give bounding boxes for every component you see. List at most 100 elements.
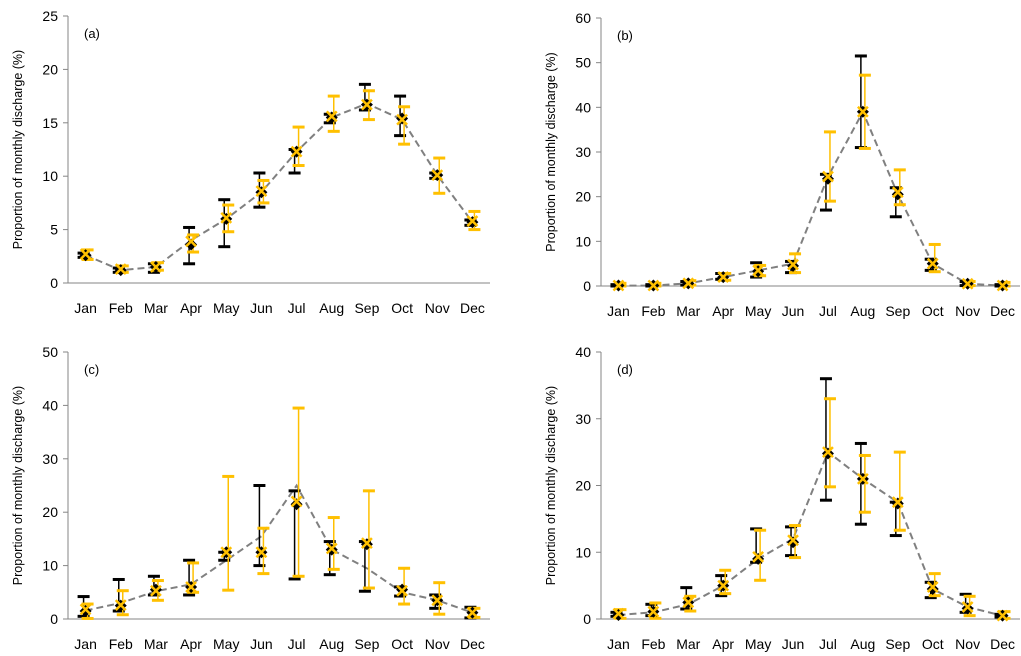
data-point (185, 238, 198, 251)
x-tick-label: Dec (990, 303, 1015, 319)
data-point (822, 170, 834, 183)
data-point (856, 105, 869, 118)
series-line (618, 450, 1003, 617)
x-tick-label: Feb (641, 303, 665, 319)
data-point (325, 542, 338, 555)
data-point (396, 584, 408, 597)
x-tick-label: Jul (288, 300, 306, 316)
data-point (466, 215, 479, 227)
y-tick-label: 40 (575, 344, 591, 360)
data-point (926, 581, 939, 593)
data-point (961, 601, 974, 613)
chart-panel-3: 0 10 20 30 40 50 Jan Feb Mar Apr May Jun Jul Aug Sep Oc… (11, 344, 490, 652)
x-tick-label: Feb (109, 636, 133, 652)
y-tick-label: 0 (50, 275, 58, 291)
data-point (220, 546, 233, 559)
x-tick-label: Nov (425, 300, 450, 316)
data-point (682, 596, 695, 609)
y-tick-label: 10 (42, 168, 58, 184)
x-tick-label: Jul (819, 303, 837, 319)
y-tick-label: 20 (42, 504, 58, 520)
y-tick-label: 15 (42, 115, 58, 131)
y-axis-label: Proportion of monthly discharge (%) (11, 386, 25, 585)
y-tick-label: 0 (583, 278, 591, 294)
y-tick-label: 0 (50, 611, 58, 627)
x-tick-label: Jun (250, 636, 273, 652)
panel-label: (d) (617, 362, 633, 377)
y-axis-label: Proportion of monthly discharge (%) (544, 386, 558, 585)
data-point (856, 472, 869, 485)
x-tick-label: Oct (922, 636, 944, 652)
series-line (85, 483, 473, 614)
x-tick-label: Jan (74, 300, 97, 316)
data-point (185, 581, 197, 593)
data-point (612, 279, 625, 292)
data-point (647, 605, 660, 618)
x-tick-label: Jul (288, 636, 306, 652)
data-point (220, 211, 233, 224)
y-tick-label: 10 (575, 233, 591, 249)
data-point (752, 552, 765, 565)
data-point (682, 277, 695, 290)
y-tick-label: 20 (42, 61, 58, 77)
x-tick-label: Sep (885, 636, 910, 652)
data-point (612, 607, 625, 620)
x-tick-label: Mar (676, 636, 700, 652)
data-point (891, 186, 904, 199)
data-point (822, 446, 834, 459)
data-point (647, 279, 660, 292)
panel-label: (a) (84, 26, 100, 41)
data-point (255, 546, 268, 559)
data-point (717, 271, 730, 283)
y-tick-label: 40 (42, 397, 58, 413)
y-tick-label: 25 (42, 8, 58, 24)
x-tick-label: May (213, 300, 239, 316)
x-tick-label: May (745, 303, 771, 319)
x-tick-label: Nov (955, 636, 980, 652)
x-tick-label: Jul (819, 636, 837, 652)
x-tick-label: Oct (391, 636, 413, 652)
data-point (891, 188, 904, 201)
data-point (361, 537, 373, 550)
data-point (290, 495, 303, 508)
data-point (114, 263, 127, 275)
x-tick-label: Nov (425, 636, 450, 652)
data-point (150, 584, 162, 597)
data-point (431, 169, 444, 182)
data-point (996, 279, 1009, 292)
data-point (787, 534, 799, 547)
series-line (85, 102, 474, 272)
data-point (926, 582, 939, 595)
x-tick-label: Dec (460, 300, 485, 316)
data-point (787, 258, 799, 271)
panel-label: (b) (617, 28, 633, 43)
x-tick-label: Nov (955, 303, 980, 319)
x-tick-label: Mar (676, 303, 700, 319)
x-tick-label: May (213, 636, 239, 652)
y-tick-label: 5 (50, 222, 58, 238)
x-tick-label: Aug (850, 636, 875, 652)
data-point (752, 551, 765, 563)
x-tick-label: Mar (144, 636, 168, 652)
x-tick-label: Apr (712, 636, 734, 652)
x-tick-label: Jan (607, 303, 630, 319)
y-tick-label: 30 (575, 144, 591, 160)
data-point (185, 235, 197, 248)
x-tick-label: Mar (144, 300, 168, 316)
data-point (752, 264, 765, 277)
y-tick-label: 60 (575, 10, 591, 26)
data-point (150, 261, 162, 273)
x-tick-label: Jun (782, 636, 805, 652)
y-axis-label: Proportion of monthly discharge (%) (11, 50, 25, 249)
x-tick-label: Dec (990, 636, 1015, 652)
y-tick-label: 20 (575, 478, 591, 494)
x-tick-label: Jun (250, 300, 273, 316)
x-tick-label: Apr (180, 636, 202, 652)
data-point (717, 579, 730, 592)
y-tick-label: 50 (575, 55, 591, 71)
x-tick-label: Sep (354, 300, 379, 316)
data-point (361, 98, 373, 111)
data-point (114, 599, 127, 611)
y-tick-label: 10 (575, 544, 591, 560)
